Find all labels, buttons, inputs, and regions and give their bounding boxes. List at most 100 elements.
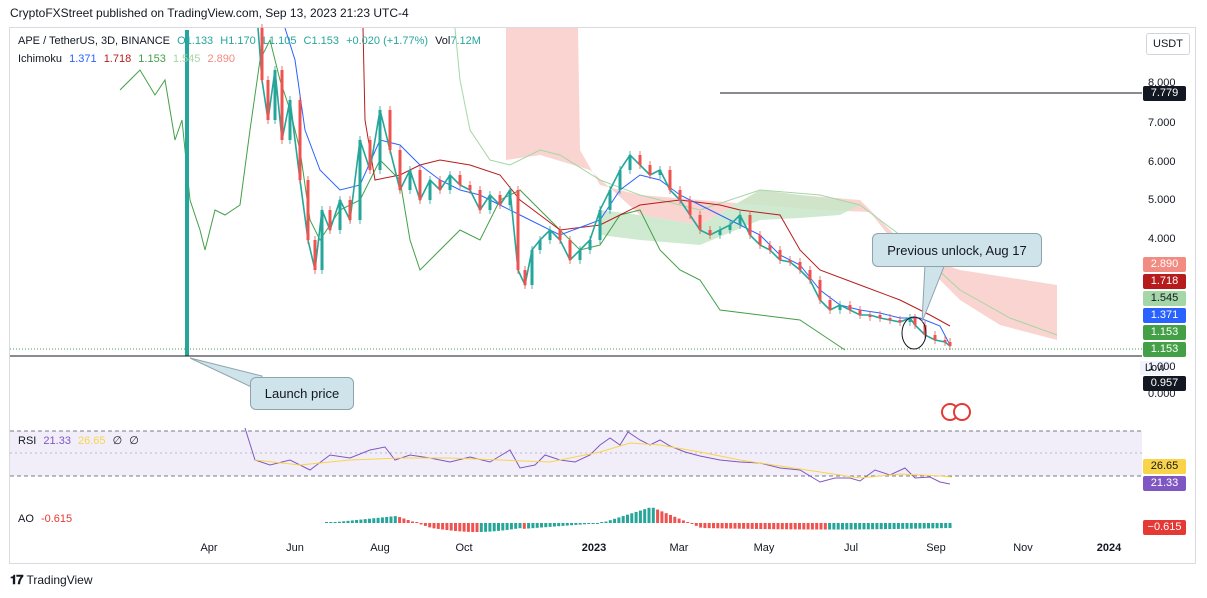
time-tick: Sep [926,542,946,554]
time-tick: 2024 [1096,542,1122,554]
high-value: H1.170 [220,35,256,47]
ichimoku-span-b: 2.890 [207,53,235,65]
ao-label: AO [18,513,34,525]
launch-price-callout[interactable]: Launch price [250,377,354,410]
rsi-ma-axis-label: 26.65 [1143,459,1186,474]
ao-bar [325,522,328,523]
ao-bar [518,523,522,529]
previous-unlock-callout[interactable]: Previous unlock, Aug 17 [872,233,1042,267]
ao-bar [690,523,694,525]
ao-bar [372,518,376,523]
ao-bar [368,518,371,523]
ao-bar [720,523,724,529]
published-header: CryptoFXStreet published on TradingView.… [10,6,409,20]
rsi-line [244,427,951,485]
ao-bar [333,522,337,523]
ao-legend[interactable]: AO -0.615 [18,513,76,525]
price-label-chikou: 1.153 [1143,325,1186,340]
chart-frame[interactable] [9,27,1196,564]
ao-bar [750,523,754,529]
ao-bar [574,523,578,525]
time-tick: Nov [1013,542,1033,554]
ao-bar [810,523,814,530]
ao-bar [484,523,488,532]
ao-bar [780,523,784,530]
ao-bar [806,523,810,530]
ao-bar [819,523,823,530]
ao-bar [858,523,862,530]
lagging-span [119,38,846,351]
price-tick: 4.000 [1148,233,1176,245]
rsi-band [10,431,1142,476]
ao-bar [901,523,905,529]
low-value: L1.105 [262,35,297,47]
tradingview-logo-icon: 𝟏𝟕 [10,572,24,587]
ichimoku-span-a: 1.545 [172,53,201,65]
price-label-tenkan: 1.371 [1143,308,1186,323]
ao-bar [896,523,900,529]
ao-bar [492,523,496,532]
ao-bar [798,523,801,530]
ao-bar [892,523,896,529]
ao-bar [681,520,685,523]
rsi-ma-line [254,442,953,479]
ichimoku-tenkan: 1.371 [69,53,97,65]
price-label-7779: 7.779 [1143,86,1186,101]
ao-axis-label: −0.615 [1143,520,1186,535]
rsi-legend[interactable]: RSI 21.33 26.65 ∅ ∅ [18,434,143,447]
price-tick: 7.000 [1148,117,1176,129]
ao-bar [836,523,840,530]
ao-bar [621,516,625,523]
ao-bar [376,517,380,523]
ao-bar [660,511,664,523]
ao-bar [419,523,423,525]
kumo-cloud-green [600,190,860,245]
price-label-kijun: 1.718 [1143,274,1186,289]
ao-bar [888,523,892,530]
ao-bar [647,507,651,523]
ao-bar [557,523,561,527]
ao-bar [514,523,518,529]
time-tick: Oct [455,542,473,554]
ao-bar [823,523,827,530]
ao-bar [359,519,363,523]
ao-bar [587,523,591,524]
ao-bar [626,514,629,523]
currency-button[interactable]: USDT [1146,33,1190,55]
ao-bar [939,523,943,529]
ao-bar [686,522,690,523]
ao-bar [531,523,535,529]
price-label-last: 1.153 [1143,342,1186,357]
ao-bar [862,523,866,530]
ao-bar [866,523,870,530]
candles [260,24,952,350]
time-tick: Mar [669,542,689,554]
ao-bar [931,523,935,529]
ao-bar [699,523,703,528]
ao-bar [548,523,552,527]
ao-bar [742,523,746,529]
symbol-legend[interactable]: APE / TetherUS, 3D, BINANCE O1.133 H1.17… [18,35,485,47]
tradingview-logo[interactable]: 𝟏𝟕 TradingView [10,572,93,588]
ichimoku-legend[interactable]: Ichimoku 1.371 1.718 1.153 1.545 2.890 [18,53,239,65]
ao-bar [703,523,707,529]
ao-bar [595,523,599,524]
ao-bar [488,523,492,532]
ao-bar [849,523,853,530]
change-value: +0.020 (+1.77%) [346,35,429,47]
rsi-value: 21.33 [43,435,71,447]
ao-bar [428,523,432,528]
kumo-cloud-red [506,28,1057,340]
rsi-empty-a: ∅ [112,435,123,447]
price-label-0957: 0.957 [1143,376,1186,391]
ao-bar [776,523,780,530]
ao-bar [927,523,930,529]
ao-bar [793,523,797,530]
ao-bar [578,523,582,525]
ao-bar [608,520,612,523]
rsi-label: RSI [18,435,37,447]
close-value: C1.153 [303,35,339,47]
us-flag-icon[interactable] [953,403,971,421]
ao-bar [879,523,883,530]
